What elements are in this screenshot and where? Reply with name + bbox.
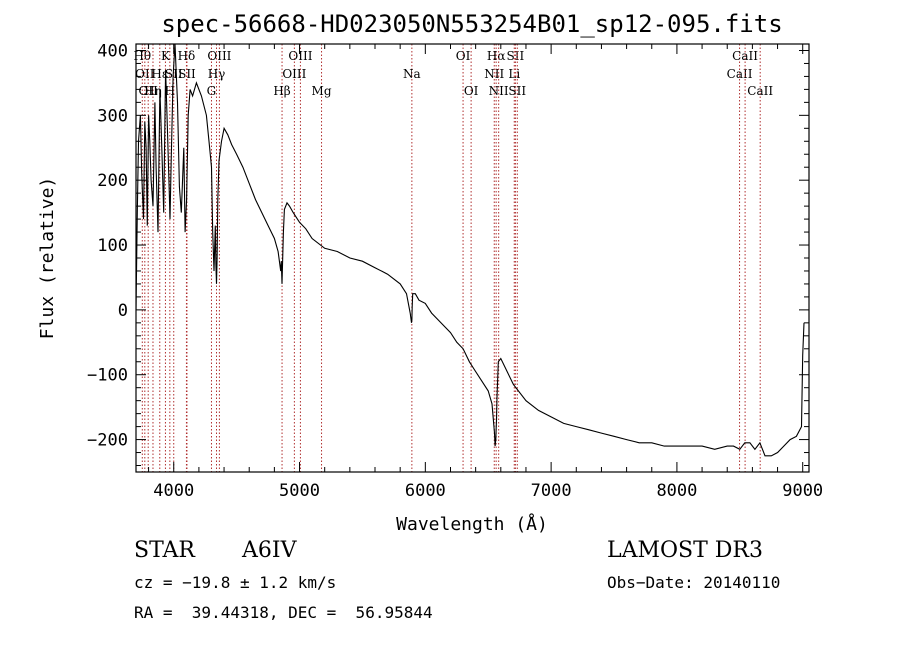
y-tick-label: 100 (97, 236, 128, 256)
spectral-line-label: OI (456, 49, 471, 63)
spectrum-line (136, 44, 805, 457)
spectral-line-label: K (161, 49, 171, 63)
spectral-line-label: OIII (207, 49, 231, 63)
x-tick-label: 4000 (153, 481, 194, 501)
plot-frame (135, 43, 810, 473)
coordinates: RA = 39.44318, DEC = 56.95844 (134, 603, 433, 622)
spectral-line-label: OIII (288, 49, 312, 63)
survey-name: LAMOST DR3 (607, 538, 763, 563)
object-class: STAR (134, 538, 195, 563)
spectral-line-label: SII (507, 49, 525, 63)
spectral-line-label: Hα (487, 49, 506, 63)
spectral-line-label: Hε (151, 67, 168, 81)
y-tick-label: −100 (87, 366, 128, 386)
x-tick-label: 7000 (531, 481, 572, 501)
spectral-line-label: OII (135, 67, 155, 81)
spectral-line-label: Hθ (133, 49, 151, 63)
spectral-line-label: NII (489, 84, 509, 98)
y-tick-label: 200 (97, 171, 128, 191)
spectral-line-label: CaII (727, 67, 753, 81)
series-layer (136, 44, 805, 457)
spectral-line-label: NII (484, 67, 504, 81)
object-subclass: A6IV (242, 538, 297, 563)
spectral-line-label: G (207, 84, 217, 98)
y-tick-label: 400 (97, 41, 128, 61)
y-axis-label: Flux (relative) (37, 177, 58, 340)
spectral-line-label: OI (464, 84, 479, 98)
y-tick-label: −200 (87, 431, 128, 451)
spectral-line-label: Li (508, 67, 520, 81)
x-tick-label: 6000 (405, 481, 446, 501)
spectral-line-label: SII (178, 67, 196, 81)
spectral-line-label: Hδ (178, 49, 196, 63)
spectral-line-label: Hη (144, 84, 162, 98)
spectral-line-label: Hγ (208, 67, 226, 81)
spectral-lines: HθOIIOIIHηHεKHSIIHδSIIGHγOIIIHβOIIIOIIIM… (133, 44, 773, 472)
x-axis-label: Wavelength (Å) (396, 513, 548, 535)
spectral-line-label: Na (403, 67, 421, 81)
y-tick-label: 0 (118, 301, 128, 321)
x-tick-label: 9000 (782, 481, 823, 501)
x-tick-label: 8000 (656, 481, 697, 501)
chart-title: spec-56668-HD023050N553254B01_sp12-095.f… (161, 10, 782, 38)
spectral-line-label: SII (508, 84, 526, 98)
spectral-line-label: CaII (732, 49, 758, 63)
y-tick-label: 300 (97, 106, 128, 126)
spectral-line-label: SII (165, 67, 183, 81)
spectral-line-label: H (165, 84, 175, 98)
x-tick-label: 5000 (279, 481, 320, 501)
redshift-cz: cz = −19.8 ± 1.2 km/s (134, 573, 337, 592)
spectral-line-label: OIII (282, 67, 306, 81)
spectral-line-label: CaII (747, 84, 773, 98)
observation-date: Obs−Date: 20140110 (607, 573, 781, 592)
axes: 4000 5000 6000 7000 8000 9000 −200 −100 0 100 200 3… (87, 41, 823, 501)
spectral-line-label: Mg (312, 84, 332, 98)
spectral-line-label: Hβ (273, 84, 290, 98)
